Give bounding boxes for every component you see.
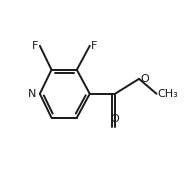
Text: N: N: [28, 89, 37, 99]
Text: O: O: [140, 74, 149, 84]
Text: F: F: [32, 41, 39, 51]
Text: CH₃: CH₃: [158, 89, 178, 99]
Text: O: O: [111, 114, 119, 124]
Text: F: F: [91, 41, 98, 51]
